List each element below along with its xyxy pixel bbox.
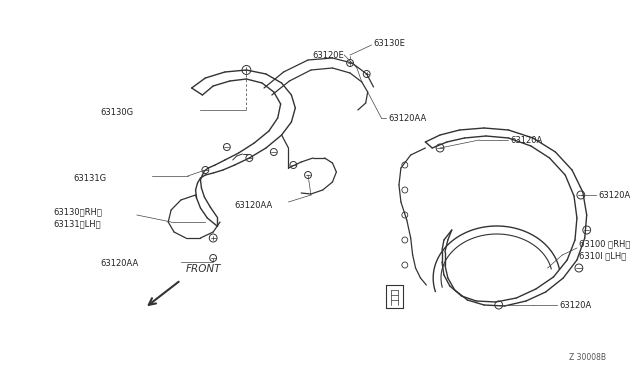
Text: FRONT: FRONT: [186, 264, 221, 274]
Text: 6310l 〈LH〉: 6310l 〈LH〉: [579, 251, 626, 260]
Text: 63131〈LH〉: 63131〈LH〉: [54, 219, 101, 228]
Text: 63130E: 63130E: [374, 38, 405, 48]
Text: 63120A: 63120A: [511, 135, 543, 144]
Text: Z 30008B: Z 30008B: [569, 353, 606, 362]
Text: 63130〈RH〉: 63130〈RH〉: [54, 208, 102, 217]
Text: 63130G: 63130G: [100, 108, 134, 116]
Text: 63120AA: 63120AA: [388, 113, 426, 122]
Text: 63120A: 63120A: [598, 190, 630, 199]
Text: 63131G: 63131G: [74, 173, 106, 183]
Text: 63120A: 63120A: [559, 301, 591, 310]
Text: 63120AA: 63120AA: [100, 259, 139, 267]
Text: 63100 〈RH〉: 63100 〈RH〉: [579, 240, 630, 248]
Text: 63120AA: 63120AA: [235, 201, 273, 209]
Text: 63120E: 63120E: [312, 51, 344, 60]
